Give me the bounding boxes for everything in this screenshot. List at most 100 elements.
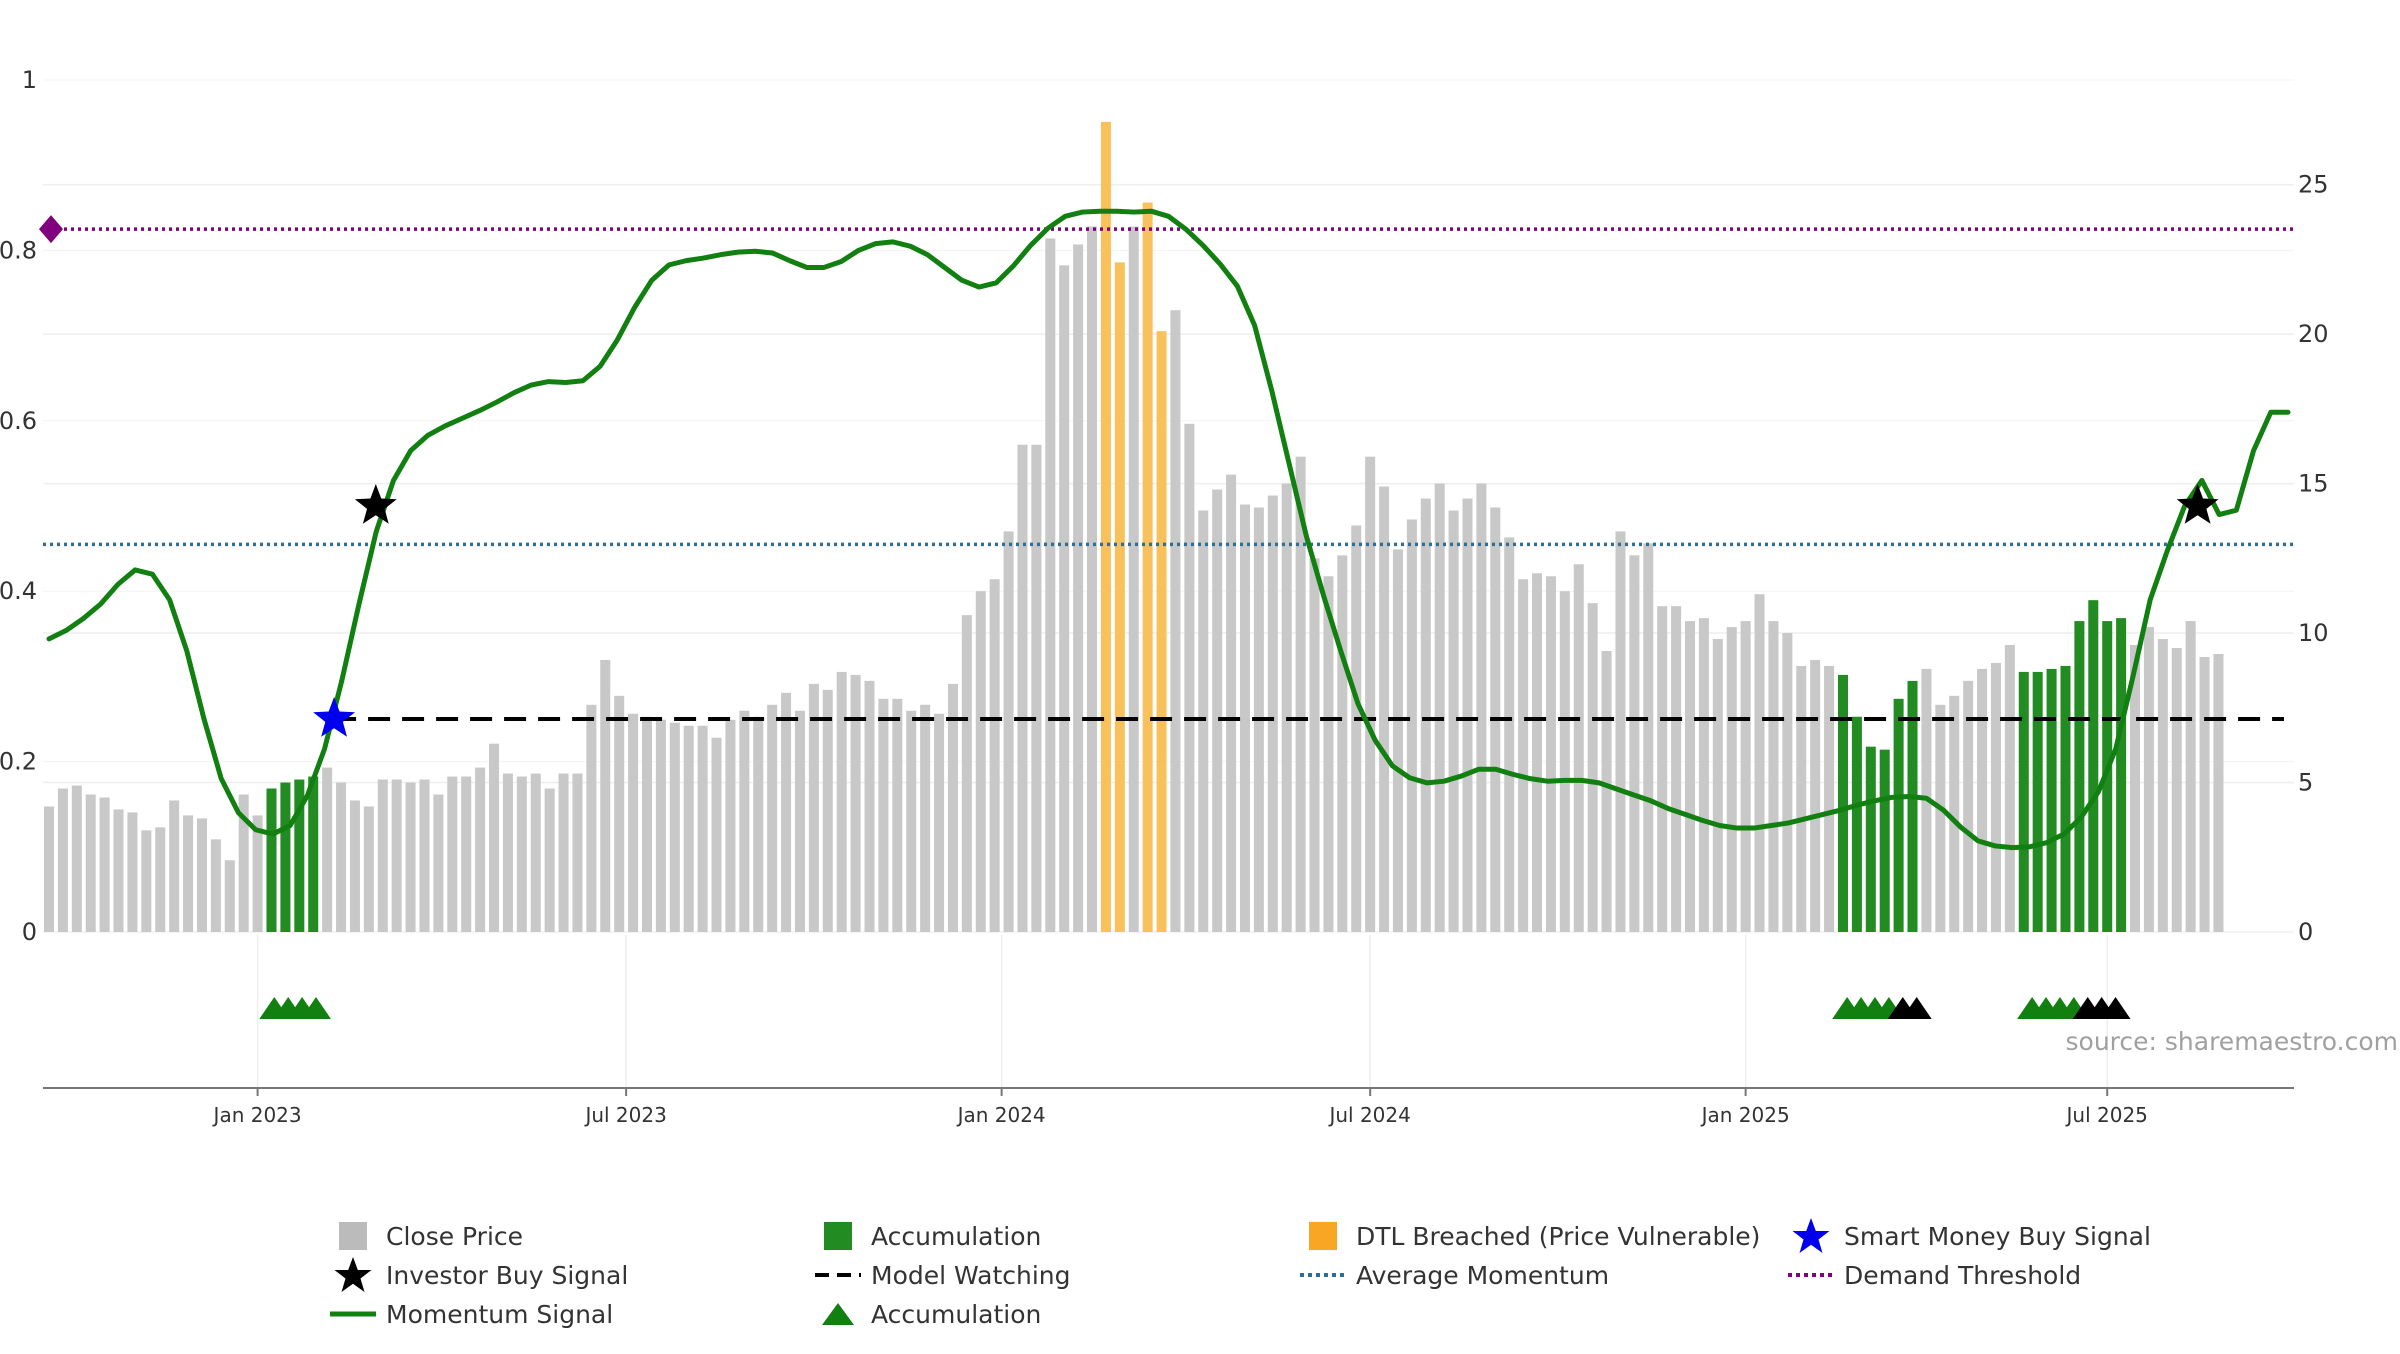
left-tick-label: 0.2 xyxy=(0,748,37,776)
close-price-bar xyxy=(1935,704,1946,932)
close-price-bar xyxy=(2004,645,2015,932)
close-price-bar xyxy=(1031,444,1042,932)
left-tick-label: 0.8 xyxy=(0,236,37,264)
close-price-bar xyxy=(461,776,472,932)
accumulation-bar xyxy=(2116,618,2127,932)
close-price-bar xyxy=(1810,659,1821,932)
close-price-bar xyxy=(336,782,347,932)
close-price-bar xyxy=(794,710,805,932)
accumulation-bar xyxy=(2088,600,2099,932)
close-price-bar xyxy=(1559,591,1570,932)
accumulation-bar xyxy=(2060,665,2071,932)
accumulation-bar xyxy=(266,788,277,932)
dtl-breached-bar xyxy=(1156,331,1167,932)
accumulation-bar xyxy=(280,782,291,932)
close-price-bar xyxy=(1698,618,1709,932)
close-price-bar xyxy=(1184,423,1195,932)
dtl-breached-bar xyxy=(1142,202,1153,932)
close-price-bar xyxy=(1657,606,1668,932)
close-price-bar xyxy=(1309,558,1320,932)
close-price-bar xyxy=(141,830,152,932)
left-tick-label: 1 xyxy=(22,66,37,94)
close-price-bar xyxy=(1017,444,1028,932)
close-price-bar xyxy=(1295,456,1306,932)
close-price-bar xyxy=(683,725,694,932)
close-price-bar xyxy=(1406,519,1417,932)
close-price-bar xyxy=(697,725,708,932)
x-tick-label: Jul 2024 xyxy=(1327,1103,1410,1127)
close-price-bar xyxy=(43,806,55,932)
close-price-bar xyxy=(1977,668,1988,932)
left-tick-label: 0 xyxy=(22,918,37,946)
close-price-bar xyxy=(1267,495,1278,932)
accumulation-bar xyxy=(2018,671,2029,932)
close-price-bar xyxy=(349,800,360,932)
close-price-bar xyxy=(808,683,819,932)
close-price-bar xyxy=(1226,474,1237,932)
close-price-bar xyxy=(363,806,374,932)
close-price-bar xyxy=(1003,531,1014,932)
close-price-bar xyxy=(1323,576,1334,932)
close-price-bar xyxy=(2199,656,2210,932)
close-price-bar xyxy=(1684,621,1696,932)
close-price-bar xyxy=(1504,537,1515,932)
close-price-bar xyxy=(127,812,138,932)
close-price-bar xyxy=(1518,579,1529,932)
close-price-bar xyxy=(419,779,430,932)
close-price-bar xyxy=(1740,621,1751,932)
close-price-bar xyxy=(739,710,750,932)
close-price-bar xyxy=(1434,483,1445,932)
close-price-bar xyxy=(628,713,639,932)
close-price-bar xyxy=(196,818,207,932)
close-price-bar xyxy=(544,788,555,932)
close-price-bar xyxy=(934,713,945,932)
close-price-bar xyxy=(1573,564,1584,932)
accumulation-bar xyxy=(1879,749,1890,932)
close-price-bar xyxy=(2171,648,2182,932)
close-price-bar xyxy=(155,827,166,932)
close-price-bar xyxy=(1949,695,1960,932)
accumulation-bar xyxy=(1907,680,1918,932)
close-price-bar xyxy=(1726,627,1737,932)
close-price-bar xyxy=(1420,498,1431,932)
close-price-bar xyxy=(1629,555,1640,932)
close-price-bar xyxy=(753,716,764,932)
close-price-bar xyxy=(1671,606,1682,932)
smart-money-buy-star-icon xyxy=(313,697,356,737)
left-tick-label: 0.6 xyxy=(0,407,37,435)
dtl-breached-bar xyxy=(1100,121,1111,932)
close-price-bar xyxy=(781,692,792,932)
accumulation-bar xyxy=(1837,674,1848,932)
accumulation-bar xyxy=(308,776,319,932)
close-price-bar xyxy=(641,716,653,932)
close-price-bar xyxy=(1379,486,1390,932)
accumulation-bar xyxy=(2032,671,2043,932)
close-price-bar xyxy=(1712,639,1723,932)
close-price-bar xyxy=(433,794,444,932)
close-price-bar xyxy=(1824,665,1835,932)
close-price-bar xyxy=(183,815,194,932)
close-price-bar xyxy=(906,710,917,932)
close-price-bar xyxy=(1212,489,1223,932)
close-price-bar xyxy=(669,722,680,932)
accumulation-triangle-icon xyxy=(2100,997,2131,1019)
close-price-bar xyxy=(586,704,597,932)
close-price-bar xyxy=(989,579,1000,932)
close-price-bar xyxy=(2130,645,2141,932)
close-price-bar xyxy=(1796,665,1807,932)
close-price-bar xyxy=(252,815,263,932)
accumulation-bar xyxy=(1893,698,1904,932)
close-price-bar xyxy=(1448,510,1459,932)
close-price-bar xyxy=(975,591,986,932)
close-price-bar xyxy=(530,773,541,932)
close-price-bar xyxy=(1351,525,1362,932)
close-price-bar xyxy=(892,698,903,932)
close-price-bar xyxy=(961,615,972,932)
close-price-bar xyxy=(1963,680,1974,932)
close-price-bar xyxy=(1587,603,1598,932)
close-price-bar xyxy=(475,767,486,932)
close-price-bar xyxy=(822,689,833,932)
close-price-bar xyxy=(1545,576,1556,932)
